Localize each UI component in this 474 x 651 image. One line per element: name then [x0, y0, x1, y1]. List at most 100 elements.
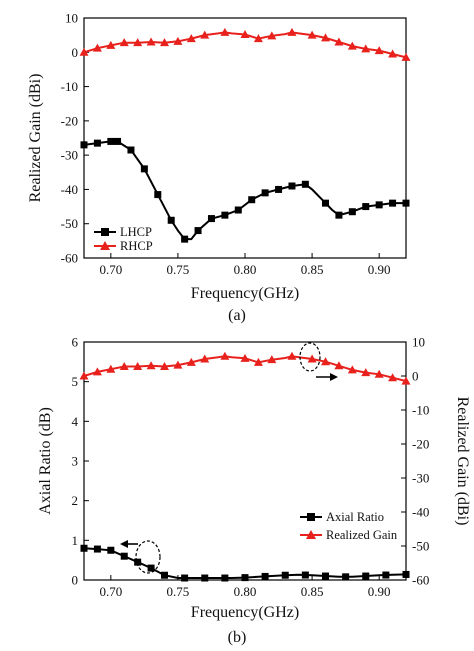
data-point: [93, 545, 101, 553]
data-point: [362, 572, 370, 580]
y-tick-label: -60: [61, 251, 78, 266]
data-point: [107, 137, 115, 145]
data-point: [160, 361, 169, 370]
data-point: [322, 572, 329, 580]
data-point: [186, 357, 196, 366]
x-tick-label: 0.75: [167, 584, 190, 599]
y-tick-label: 5: [72, 374, 79, 389]
data-point: [267, 355, 277, 364]
legend-label-axial-ratio: Axial Ratio: [326, 510, 384, 524]
y2-tick-label: -10: [412, 403, 429, 418]
y-tick-label: 4: [72, 414, 79, 429]
y-axis-title-b-left: Axial Ratio (dB): [37, 407, 54, 515]
y-tick-label: 2: [72, 493, 79, 508]
caption-b: (b): [228, 629, 247, 646]
data-point: [80, 141, 88, 149]
data-point: [374, 369, 384, 378]
y2-tick-label: -30: [412, 471, 429, 486]
data-point: [106, 364, 116, 373]
data-point: [275, 185, 283, 193]
data-point: [288, 182, 296, 190]
legend-item-axial-ratio: Axial Ratio: [300, 510, 384, 524]
x-axis-title-a: Frequency(GHz): [191, 285, 299, 302]
annotation-axial-ratio: [120, 540, 161, 574]
data-point: [401, 376, 411, 385]
data-point: [361, 44, 371, 53]
data-point: [388, 373, 398, 382]
data-point: [146, 37, 156, 46]
y-tick-label: 1: [72, 533, 79, 548]
y2-tick-label: -20: [412, 437, 429, 452]
legend-item-lhcp: LHCP: [94, 225, 152, 239]
data-point: [167, 216, 175, 224]
data-point: [307, 30, 317, 39]
y-tick-label: -30: [61, 148, 78, 163]
data-point: [321, 33, 330, 42]
data-point: [334, 361, 344, 370]
data-point: [92, 43, 102, 52]
data-point: [261, 572, 269, 580]
data-point: [80, 544, 88, 552]
data-point: [362, 203, 370, 211]
legend-item-rhcp: RHCP: [94, 239, 153, 253]
data-point: [119, 361, 129, 370]
y-tick-label: 6: [72, 335, 79, 350]
data-point: [375, 201, 383, 209]
data-point: [389, 199, 397, 207]
data-point: [161, 571, 168, 579]
data-point: [240, 353, 250, 362]
data-point: [361, 368, 371, 377]
data-point: [342, 573, 350, 581]
data-point: [267, 31, 277, 40]
legend-b: Axial Ratio Realized Gain: [300, 510, 398, 542]
data-point: [301, 180, 309, 188]
data-point: [334, 37, 344, 46]
x-tick-label: 0.80: [234, 262, 257, 277]
x-tick-label: 0.70: [99, 584, 122, 599]
data-point: [146, 361, 156, 370]
legend-label-realized-gain: Realized Gain: [326, 528, 398, 542]
legend-a: LHCP RHCP: [94, 225, 153, 253]
data-point: [140, 165, 148, 173]
y2-tick-label: 0: [412, 369, 419, 384]
data-point: [201, 574, 209, 582]
legend-label-lhcp: LHCP: [120, 225, 152, 239]
data-point: [200, 30, 210, 39]
data-point: [147, 564, 155, 572]
caption-a: (a): [228, 307, 246, 324]
data-point: [92, 367, 102, 376]
y-tick-label: -50: [61, 216, 78, 231]
y-tick-label: -40: [61, 182, 78, 197]
panel-a: 0.70 0.75 0.80 0.85 0.90 10 0 -10 -20 -30 -40 -50 -6…: [27, 11, 411, 324]
data-point: [388, 49, 398, 58]
data-point: [79, 371, 89, 380]
legend-label-rhcp: RHCP: [120, 239, 153, 253]
data-point: [402, 570, 410, 578]
data-point: [194, 227, 202, 235]
data-point: [281, 571, 289, 579]
data-point: [240, 29, 250, 38]
x-tick-label: 0.80: [234, 584, 257, 599]
data-point: [114, 137, 122, 145]
x-tick-label: 0.70: [99, 262, 122, 277]
series-b: [79, 351, 411, 582]
data-point: [93, 139, 101, 147]
x-tick-label: 0.85: [301, 584, 324, 599]
data-point: [374, 46, 384, 55]
data-point: [221, 211, 229, 219]
data-point: [348, 208, 356, 216]
y-tick-label: -10: [61, 79, 78, 94]
data-point: [234, 206, 242, 214]
annotation-realized-gain: [299, 342, 338, 381]
data-point: [154, 191, 162, 199]
plot-frame-a: [83, 17, 407, 259]
x-tick-label: 0.90: [368, 584, 391, 599]
data-point: [133, 38, 143, 47]
x-axis-title-b: Frequency(GHz): [191, 604, 299, 621]
data-point: [107, 546, 115, 554]
panel-b: 0.70 0.75 0.80 0.85 0.90 0 1 2 3 4 5 6 10 0 -10 -20 -30 -…: [37, 335, 471, 647]
data-point: [220, 27, 230, 36]
y-axis-title-b-right: Realized Gain (dBi): [454, 397, 471, 526]
data-point: [207, 215, 215, 223]
dashed-ellipse-right: [299, 342, 321, 372]
